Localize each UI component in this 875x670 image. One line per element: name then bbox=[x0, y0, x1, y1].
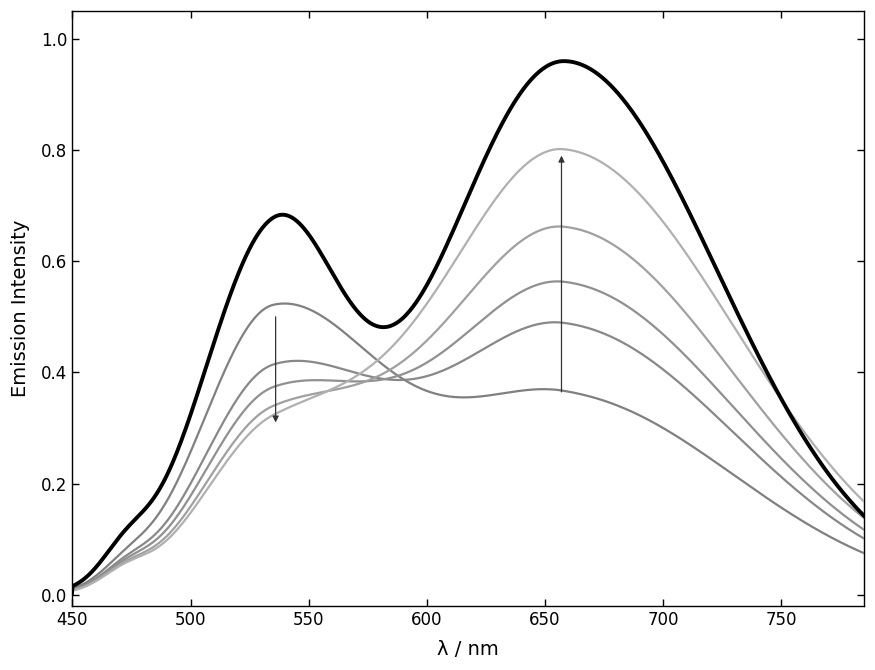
Y-axis label: Emission Intensity: Emission Intensity bbox=[11, 220, 30, 397]
X-axis label: λ / nm: λ / nm bbox=[438, 640, 499, 659]
